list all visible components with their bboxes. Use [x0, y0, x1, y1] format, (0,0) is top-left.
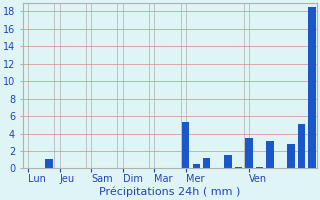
Bar: [224, 155, 232, 168]
Bar: [266, 141, 274, 168]
Bar: [45, 159, 53, 168]
Bar: [182, 122, 189, 168]
Bar: [193, 164, 200, 168]
Bar: [256, 167, 263, 168]
Bar: [203, 158, 211, 168]
Bar: [235, 167, 242, 168]
Bar: [308, 7, 316, 168]
Bar: [287, 144, 295, 168]
Bar: [298, 124, 305, 168]
Bar: [245, 138, 252, 168]
X-axis label: Précipitations 24h ( mm ): Précipitations 24h ( mm ): [99, 187, 241, 197]
